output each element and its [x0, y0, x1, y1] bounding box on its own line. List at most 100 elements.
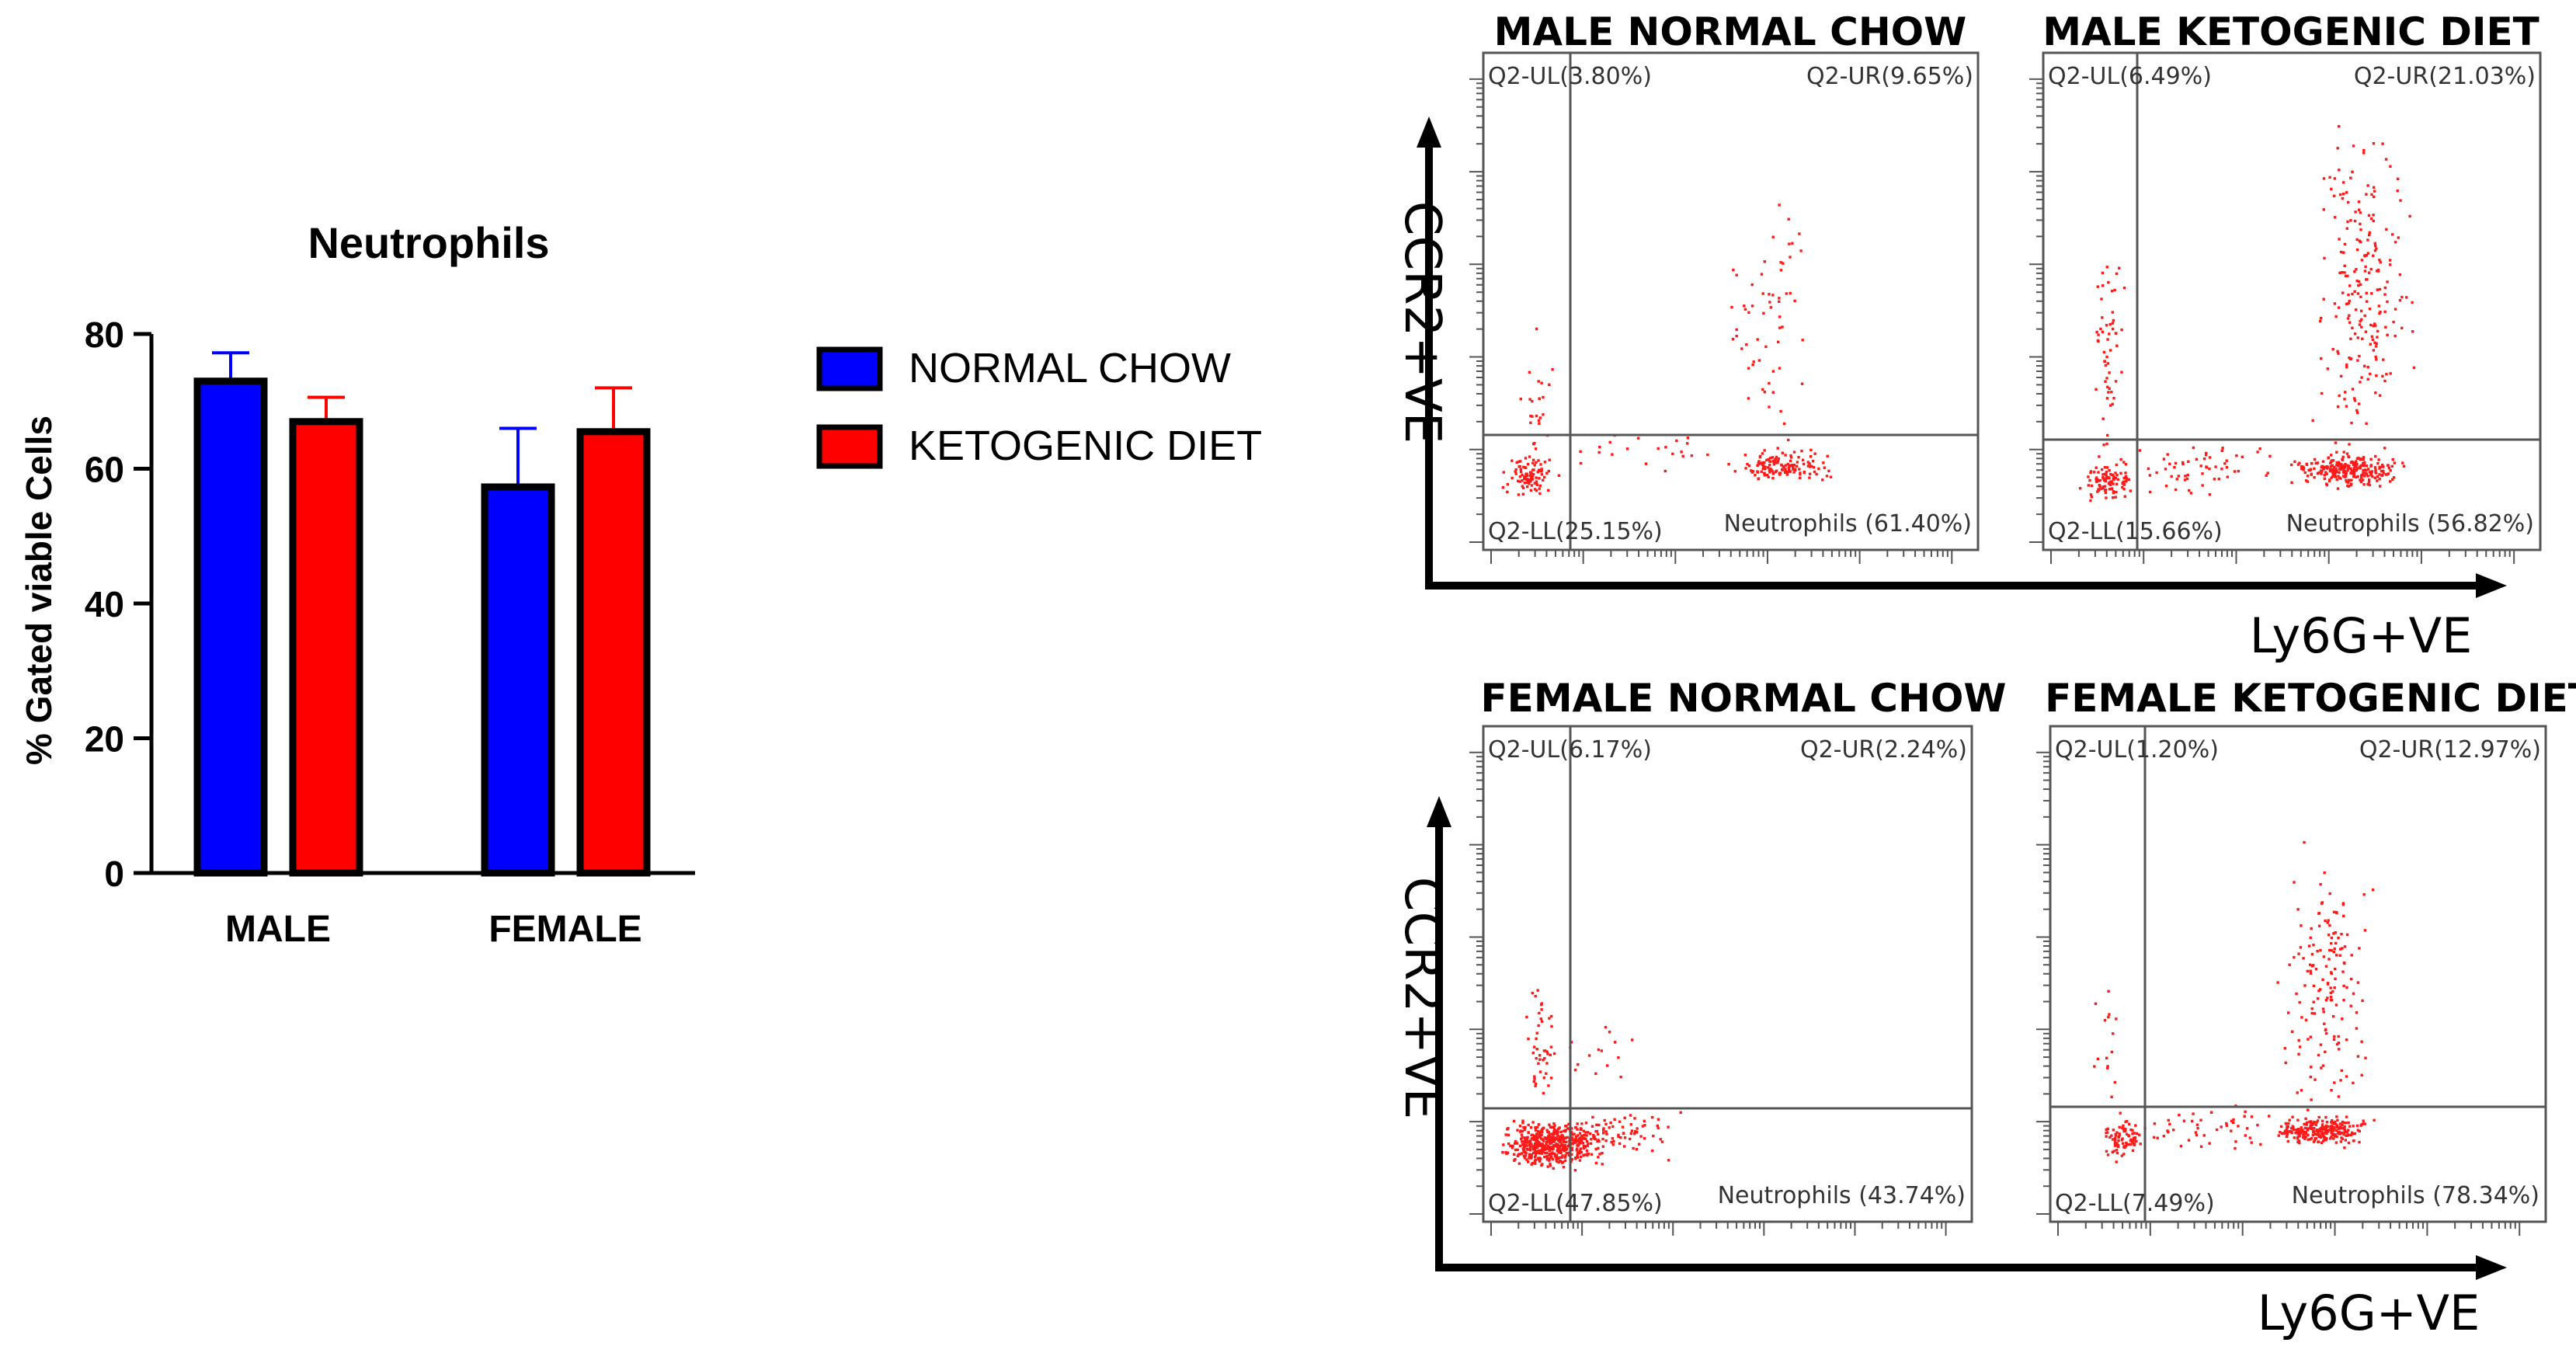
flow-event [2166, 453, 2169, 456]
flow-event [1521, 1143, 1524, 1146]
flow-event [2330, 941, 2333, 945]
flow-event [1546, 1158, 1549, 1161]
flow-event [2323, 1136, 2327, 1139]
flow-event [1768, 460, 1771, 463]
flow-event [2337, 306, 2341, 309]
flow-event [2329, 468, 2332, 471]
flow-event [1641, 1125, 1645, 1128]
flow-event [2133, 1136, 2137, 1139]
flow-event [2111, 322, 2115, 325]
flow-event [2089, 499, 2092, 503]
flow-event [2322, 297, 2325, 301]
flow-event [2335, 1042, 2339, 1046]
flow-event [2353, 332, 2357, 336]
flow-event [2290, 1030, 2294, 1033]
flow-event [1531, 468, 1535, 471]
flow-event [1514, 470, 1517, 473]
flow-event [2365, 291, 2368, 295]
flow-event [1519, 468, 1522, 471]
flow-event [2225, 466, 2229, 469]
flow-event [1781, 325, 1784, 329]
flow-event [2350, 954, 2353, 957]
flow-event [2337, 475, 2340, 478]
flow-event [2099, 327, 2102, 331]
flow-event [2237, 470, 2240, 473]
flow-event [2088, 478, 2091, 482]
flow-event [2114, 1132, 2117, 1136]
flow-event [1546, 1052, 1549, 1056]
flow-event [2331, 471, 2334, 474]
flow-event [2297, 1052, 2300, 1056]
flow-event [1679, 1111, 1682, 1115]
flow-event [2302, 957, 2305, 960]
flow-event [2353, 290, 2356, 293]
flow-event [1638, 1143, 1641, 1146]
flow-event [2132, 1143, 2135, 1146]
flow-event [1506, 482, 1509, 486]
flow-event [1772, 463, 1776, 466]
flow-event [2104, 479, 2107, 483]
flow-event [2373, 249, 2377, 252]
flow-event [2156, 1136, 2159, 1139]
flow-event [2375, 342, 2378, 346]
flow-event [2342, 471, 2345, 474]
flow-event [1538, 1157, 1542, 1160]
flow-event [1751, 363, 1754, 367]
flow-event [1566, 1127, 1570, 1130]
flow-event [2374, 244, 2377, 248]
flow-event [1656, 447, 1660, 450]
flow-event [2107, 391, 2110, 394]
flow-event [2338, 462, 2341, 465]
flow-event [2386, 473, 2389, 476]
flow-event [1542, 1049, 1546, 1052]
flow-event [2204, 454, 2208, 457]
flow-event [1550, 1155, 1553, 1159]
flow-event [1630, 1129, 1634, 1132]
flow-panel-title: FEMALE KETOGENIC DIET [2045, 676, 2576, 721]
flow-event [2243, 1115, 2246, 1118]
bar-normal-chow-male [193, 377, 268, 877]
flow-event [2106, 1127, 2109, 1131]
quadrant-label-lr: Neutrophils (78.34%) [2292, 1182, 2539, 1209]
flow-event [1574, 1157, 1577, 1160]
flow-event [1552, 1052, 1556, 1056]
y-tick-label: 0 [104, 854, 124, 894]
flow-event [2296, 1118, 2300, 1122]
flow-event [2327, 934, 2331, 937]
flow-event [2370, 470, 2374, 473]
flow-event [2319, 948, 2322, 952]
flow-event [2095, 476, 2098, 479]
flow-event [1518, 475, 1522, 478]
flow-event [2355, 248, 2359, 252]
flow-event [2317, 912, 2321, 915]
flow-event [1527, 1160, 1530, 1163]
flow-event [1573, 1132, 1576, 1136]
flow-event [1514, 472, 1517, 475]
flow-event [2353, 397, 2356, 400]
flow-event [2359, 211, 2362, 214]
flow-event [1531, 991, 1534, 995]
flow-event [2307, 1138, 2310, 1141]
flow-event [1510, 1146, 1514, 1150]
flow-event [1531, 1052, 1535, 1055]
flow-event [2181, 461, 2185, 464]
flow-event [1562, 1146, 1565, 1149]
flow-event [1532, 442, 1535, 446]
flow-event [1577, 1134, 1580, 1137]
flow-event [2345, 405, 2348, 408]
flow-event [2343, 398, 2346, 401]
flow-event [2103, 1018, 2107, 1022]
flow-event [1547, 1147, 1550, 1150]
flow-event [1763, 391, 1767, 394]
flow-event [1535, 476, 1538, 479]
flow-event [2105, 397, 2109, 400]
flow-event [2298, 1132, 2301, 1136]
flow-event [1517, 479, 1520, 482]
flow-event [2323, 477, 2326, 480]
flow-event [2135, 1132, 2139, 1136]
flow-event [1611, 1137, 1615, 1140]
flow-event [2332, 1137, 2335, 1140]
flow-event [1534, 1150, 1537, 1153]
flow-event [2328, 176, 2331, 179]
